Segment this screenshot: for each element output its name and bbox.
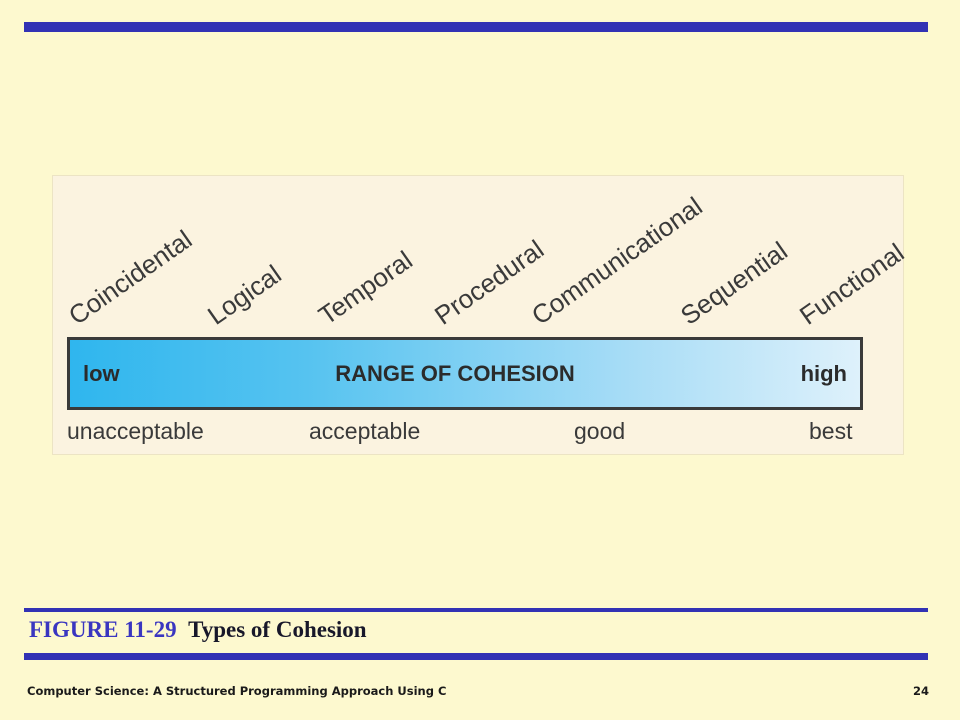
footer-book-title: Computer Science: A Structured Programmi… bbox=[27, 684, 447, 698]
cohesion-range-bar: low RANGE OF COHESION high bbox=[67, 337, 863, 410]
bar-high-label: high bbox=[800, 360, 847, 386]
cohesion-type-coincidental: Coincidental bbox=[62, 223, 198, 331]
caption-bottom-rule bbox=[24, 653, 928, 660]
cohesion-figure: Coincidental Logical Temporal Procedural… bbox=[52, 175, 909, 455]
rating-good: good bbox=[574, 418, 626, 444]
cohesion-type-logical: Logical bbox=[201, 258, 287, 331]
top-rule bbox=[24, 22, 928, 32]
rating-best: best bbox=[809, 418, 853, 444]
rating-unacceptable: unacceptable bbox=[67, 418, 204, 444]
footer-page-number: 24 bbox=[913, 684, 930, 698]
figure-title: Types of Cohesion bbox=[188, 617, 367, 642]
figure-caption: FIGURE 11-29 Types of Cohesion bbox=[29, 617, 367, 643]
cohesion-type-sequential: Sequential bbox=[674, 235, 793, 331]
cohesion-type-functional: Functional bbox=[793, 237, 910, 331]
cohesion-type-procedural: Procedural bbox=[428, 233, 550, 331]
rating-acceptable: acceptable bbox=[309, 418, 421, 444]
bar-title: RANGE OF COHESION bbox=[335, 360, 575, 386]
bar-low-label: low bbox=[83, 360, 120, 386]
figure-number: FIGURE 11-29 bbox=[29, 617, 177, 642]
caption-top-rule bbox=[24, 608, 928, 612]
cohesion-type-temporal: Temporal bbox=[312, 244, 418, 331]
